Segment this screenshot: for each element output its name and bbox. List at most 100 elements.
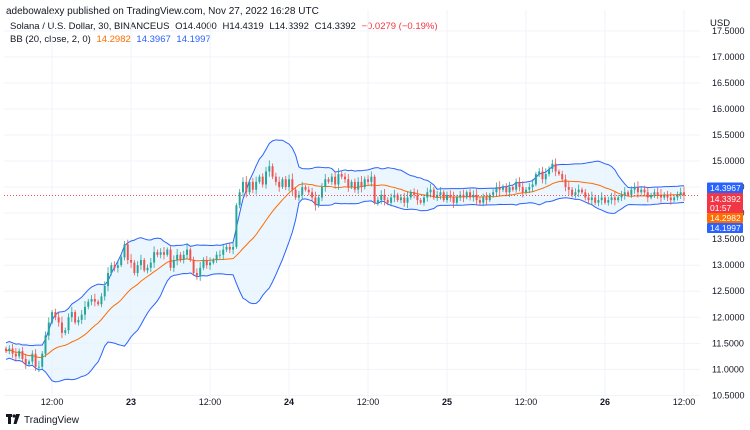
close-value: C14.3392 <box>314 21 356 32</box>
y-tick-label: 16.0000 <box>712 104 745 114</box>
candle-body <box>452 197 455 203</box>
candle-body <box>679 192 682 195</box>
candle-body <box>656 192 659 195</box>
candle-body <box>610 197 613 201</box>
candle-body <box>646 192 649 198</box>
candle-body <box>156 252 159 255</box>
y-tick-label: 11.0000 <box>712 364 744 374</box>
candle-body <box>60 322 63 333</box>
candle-body <box>126 244 129 260</box>
bb-indicator-label[interactable]: BB (20, close, 2, 0) <box>10 34 91 45</box>
candle-body <box>580 189 583 193</box>
lower-band-tag: 14.1997 <box>707 223 743 233</box>
candle-body <box>413 192 416 195</box>
candle-body <box>74 312 77 323</box>
candle-body <box>297 194 300 198</box>
candle-body <box>334 176 337 185</box>
candle-body <box>90 299 93 302</box>
lower-band-tag-text: 14.1997 <box>710 223 741 233</box>
candle-body <box>505 187 508 193</box>
candle-body <box>77 319 80 323</box>
upper-band-tag-text: 14.3967 <box>710 183 741 193</box>
bb-lower-line <box>5 197 685 383</box>
candle-body <box>630 189 633 195</box>
currency-label: USD <box>710 18 731 29</box>
candle-body <box>436 194 439 198</box>
candle-body <box>304 187 307 190</box>
candle-body <box>261 176 264 185</box>
candle-body <box>673 197 676 201</box>
high-value: H14.4319 <box>222 21 264 32</box>
candle-body <box>650 194 653 198</box>
candle-body <box>676 194 679 198</box>
candle-body <box>403 197 406 203</box>
candle-body <box>475 194 478 201</box>
candle-body <box>439 192 442 195</box>
candle-body <box>182 254 185 260</box>
candle-body <box>518 181 521 188</box>
candle-body <box>130 259 133 263</box>
candle-body <box>11 348 14 354</box>
x-tick-label: 12:00 <box>673 397 696 407</box>
candle-body <box>683 192 685 196</box>
candle-body <box>347 179 350 188</box>
candle-body <box>97 301 100 305</box>
x-tick-label: 24 <box>284 397 294 407</box>
candle-body <box>166 249 169 255</box>
candle-body <box>70 312 73 318</box>
bb-fill <box>6 139 684 382</box>
candle-body <box>515 181 518 190</box>
candle-body <box>317 197 320 206</box>
candle-body <box>340 174 343 177</box>
tradingview-brand: TradingView <box>24 415 80 426</box>
change-value: −0.0279 (−0.19%) <box>361 21 438 32</box>
x-tick-label: 25 <box>442 397 452 407</box>
candle-body <box>320 187 323 198</box>
candle-body <box>604 197 606 203</box>
candle-body <box>455 197 458 203</box>
candle-body <box>617 197 620 201</box>
countdown-text: 01:57 <box>710 203 732 213</box>
tradingview-footer[interactable]: TradingView <box>6 414 79 427</box>
basis-band-tag-bg <box>707 213 743 223</box>
candle-body <box>274 176 277 182</box>
candle-body <box>80 314 83 320</box>
candle-body <box>110 265 113 274</box>
candle-body <box>525 189 528 193</box>
publish-caption: adebowalexy published on TradingView.com… <box>6 6 319 17</box>
candle-body <box>159 252 162 255</box>
candle-body <box>544 174 547 180</box>
candle-body <box>498 187 501 190</box>
tradingview-logo-icon <box>6 414 20 427</box>
candle-body <box>301 187 304 195</box>
candle-body <box>357 181 360 190</box>
candle-body <box>531 184 534 188</box>
candle-body <box>172 259 175 268</box>
candle-body <box>423 197 425 203</box>
candle-body <box>597 200 600 203</box>
candle-body <box>314 197 317 206</box>
candle-body <box>14 353 17 357</box>
candle-body <box>28 361 31 365</box>
candle-body <box>659 194 662 198</box>
candle-body <box>31 353 34 362</box>
candle-body <box>584 192 587 198</box>
candle-body <box>636 187 639 193</box>
candle-body <box>534 174 537 185</box>
candle-body <box>399 197 402 201</box>
candle-body <box>557 171 560 175</box>
candle-body <box>209 262 212 266</box>
symbol-name[interactable]: Solana / U.S. Dollar, 30, BINANCEUS <box>10 21 170 32</box>
candle-body <box>442 192 445 201</box>
candle-body <box>548 168 551 175</box>
candle-body <box>495 187 498 193</box>
candle-body <box>281 179 284 188</box>
x-tick-label: 12:00 <box>357 397 380 407</box>
candle-body <box>149 262 152 268</box>
candle-body <box>643 189 646 193</box>
candle-body <box>44 335 47 354</box>
x-tick-label: 23 <box>126 397 136 407</box>
candle-body <box>501 187 504 190</box>
